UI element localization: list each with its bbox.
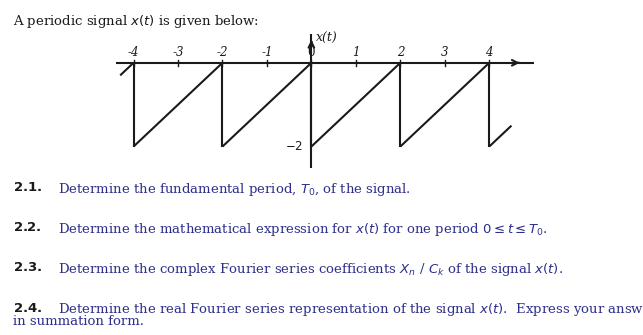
Text: $-2$: $-2$ [285, 140, 303, 153]
Text: $\mathbf{2.3.}$: $\mathbf{2.3.}$ [13, 261, 42, 274]
Text: Determine the fundamental period, $T_0$, of the signal.: Determine the fundamental period, $T_0$,… [58, 181, 411, 198]
Text: A periodic signal $x(t)$ is given below:: A periodic signal $x(t)$ is given below: [13, 13, 259, 30]
Text: -1: -1 [261, 46, 273, 59]
Text: -3: -3 [172, 46, 184, 59]
Text: 3: 3 [441, 46, 449, 59]
Text: $\mathbf{2.1.}$: $\mathbf{2.1.}$ [13, 181, 42, 194]
Text: $\mathbf{2.4.}$: $\mathbf{2.4.}$ [13, 302, 42, 315]
Text: $\mathbf{2.2.}$: $\mathbf{2.2.}$ [13, 221, 41, 234]
Text: x(t): x(t) [316, 32, 338, 45]
Text: Determine the mathematical expression for $x(t)$ for one period $0 \leq t \leq T: Determine the mathematical expression fo… [58, 221, 548, 238]
Text: in summation form.: in summation form. [13, 315, 144, 328]
Text: -4: -4 [128, 46, 140, 59]
Text: 4: 4 [485, 46, 493, 59]
Text: Determine the complex Fourier series coefficients $X_n$ / $C_k$ of the signal $x: Determine the complex Fourier series coe… [58, 261, 563, 278]
Text: 1: 1 [352, 46, 359, 59]
Text: 2: 2 [397, 46, 404, 59]
Text: Determine the real Fourier series representation of the signal $x(t)$.  Express : Determine the real Fourier series repres… [58, 302, 643, 319]
Text: -2: -2 [217, 46, 228, 59]
Text: 0: 0 [307, 46, 315, 59]
